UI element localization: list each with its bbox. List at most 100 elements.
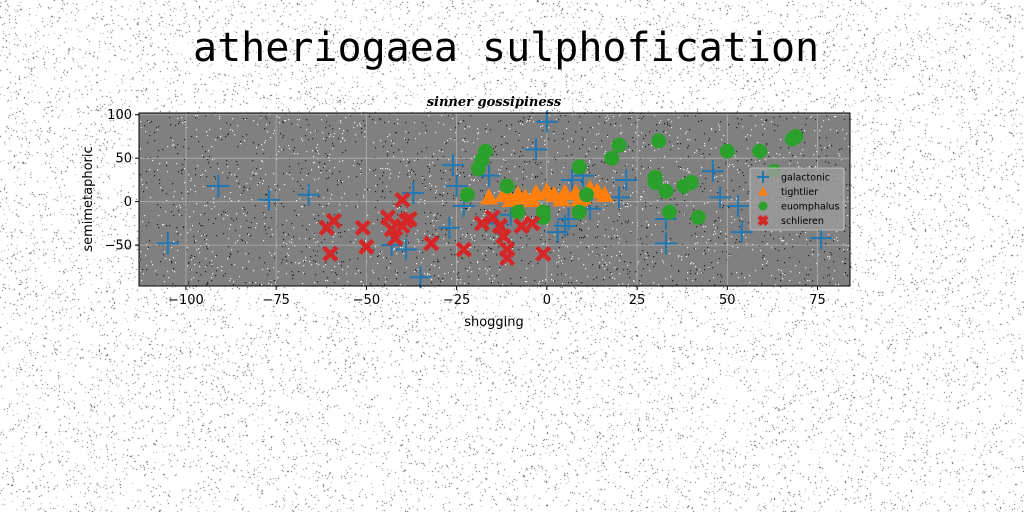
legend-marker-schlieren (757, 214, 769, 227)
y-tick-label: −50 (105, 239, 132, 254)
point-schlieren (379, 209, 397, 226)
y-tick-label: 50 (115, 152, 132, 167)
point-galactonic (535, 110, 558, 133)
x-tick-label: −50 (353, 293, 380, 308)
point-schlieren (401, 210, 418, 228)
x-tick-label: 75 (809, 293, 826, 308)
point-euomphalus (611, 137, 627, 153)
point-galactonic (727, 195, 750, 218)
point-galactonic (402, 181, 425, 204)
legend-marker-euomphalus (758, 201, 768, 211)
point-galactonic (525, 138, 548, 161)
point-euomphalus (579, 187, 595, 203)
point-euomphalus (571, 159, 587, 175)
point-euomphalus (535, 209, 551, 225)
point-schlieren (358, 238, 375, 255)
y-axis-label: semimetaphoric (81, 146, 96, 251)
point-schlieren (354, 219, 371, 236)
point-schlieren (322, 245, 339, 262)
point-schlieren (455, 241, 472, 258)
point-tightlier (552, 190, 571, 207)
y-tick-label: 100 (107, 108, 132, 123)
point-galactonic (615, 168, 638, 191)
point-schlieren (524, 215, 541, 232)
point-galactonic (810, 227, 833, 250)
legend-label-galactonic: galactonic (781, 173, 830, 184)
legend-box (749, 167, 845, 231)
point-euomphalus (477, 143, 493, 159)
point-euomphalus (658, 183, 674, 199)
point-galactonic (709, 186, 732, 209)
legend-marker-galactonic (757, 171, 769, 183)
point-galactonic (395, 238, 418, 261)
point-schlieren (491, 217, 509, 235)
point-schlieren (535, 245, 552, 262)
point-galactonic (441, 154, 464, 177)
point-schlieren (383, 221, 400, 238)
point-galactonic (654, 232, 677, 255)
x-tick-label: 0 (543, 293, 551, 308)
point-euomphalus (662, 204, 678, 220)
legend-label-euomphalus: euomphalus (781, 202, 839, 213)
point-euomphalus (571, 204, 587, 220)
point-tightlier (501, 190, 520, 208)
point-galactonic (557, 208, 580, 231)
point-galactonic (409, 266, 432, 289)
legend-label-schlieren: schlieren (781, 216, 824, 227)
point-galactonic (207, 175, 230, 198)
point-schlieren (325, 212, 342, 229)
series-galactonic (156, 110, 833, 289)
point-galactonic (297, 183, 320, 206)
data-marks (156, 110, 833, 289)
point-schlieren (394, 191, 411, 209)
point-euomphalus (647, 169, 663, 185)
point-euomphalus (651, 133, 667, 149)
point-galactonic (445, 175, 468, 198)
legend: galactonic tightlier euomphalus schlieren (749, 167, 845, 231)
y-tick-label: 0 (124, 195, 132, 210)
point-galactonic (730, 221, 753, 244)
point-euomphalus (683, 175, 699, 191)
point-galactonic (478, 164, 501, 187)
series-euomphalus (459, 128, 804, 225)
x-axis: −100 −75 −50 −25 0 25 50 75 (168, 286, 826, 308)
x-tick-label: −75 (262, 293, 289, 308)
page-title: atheriogaea sulphofication (193, 25, 820, 71)
point-euomphalus (604, 150, 620, 166)
point-euomphalus (752, 143, 768, 159)
point-schlieren (473, 215, 490, 232)
point-euomphalus (499, 178, 515, 194)
legend-label-tightlier: tightlier (781, 187, 818, 198)
point-schlieren (387, 230, 404, 247)
point-tightlier (595, 185, 614, 202)
plot-frame (138, 112, 851, 287)
point-schlieren (513, 217, 530, 235)
legend-marker-tightlier (758, 186, 768, 196)
point-tightlier (570, 190, 589, 207)
series-schlieren (318, 191, 552, 267)
point-galactonic (438, 216, 461, 239)
point-galactonic (561, 168, 584, 191)
point-schlieren (499, 250, 516, 267)
point-galactonic (608, 186, 631, 209)
point-euomphalus (788, 128, 804, 144)
point-euomphalus (459, 187, 475, 203)
y-axis: 100 50 0 −50 (105, 108, 139, 254)
x-tick-label: −100 (168, 293, 204, 308)
point-schlieren (495, 228, 512, 245)
x-tick-label: 25 (629, 293, 646, 308)
point-tightlier (523, 190, 542, 208)
point-tightlier (480, 188, 499, 205)
x-tick-label: −25 (443, 293, 470, 308)
point-schlieren (423, 235, 440, 252)
x-tick-label: 50 (719, 293, 736, 308)
point-galactonic (701, 160, 724, 183)
x-axis-label: shogging (464, 315, 524, 330)
point-galactonic (156, 232, 179, 255)
point-euomphalus (690, 209, 706, 225)
point-euomphalus (510, 204, 526, 220)
point-galactonic (257, 188, 280, 211)
point-galactonic (380, 234, 403, 257)
point-euomphalus (719, 143, 735, 159)
